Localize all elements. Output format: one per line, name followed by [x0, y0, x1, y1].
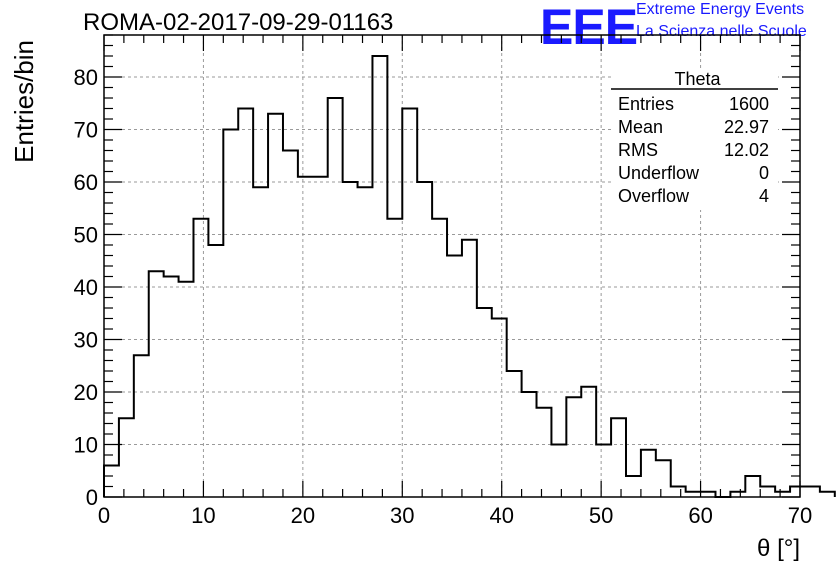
histogram-bin	[387, 219, 402, 497]
x-tick-label: 10	[191, 503, 215, 528]
histogram-bin	[253, 187, 268, 497]
eee-logo: EEE	[540, 0, 638, 55]
histogram-bin	[328, 98, 343, 497]
histogram-bin	[343, 182, 358, 497]
histogram-bin	[179, 282, 194, 497]
histogram-bin	[730, 492, 745, 497]
grid-layer	[104, 35, 800, 497]
histogram-bin	[507, 371, 522, 497]
histogram-bin	[417, 182, 432, 497]
histogram-bin	[119, 418, 134, 497]
histogram-bin	[566, 397, 581, 497]
stats-box-title: Theta	[674, 69, 721, 89]
y-tick-label: 10	[74, 433, 98, 458]
histogram-bin	[775, 492, 790, 497]
histogram-bin	[298, 177, 313, 497]
histogram-bin	[149, 271, 164, 497]
histogram-bin	[492, 319, 507, 498]
histogram-bin	[596, 445, 611, 498]
histogram-bin	[283, 151, 298, 498]
stats-label: Mean	[618, 117, 663, 137]
histogram-bin	[462, 240, 477, 497]
y-tick-label: 0	[86, 485, 98, 510]
stats-label: Underflow	[618, 163, 700, 183]
histogram-bin	[104, 466, 119, 498]
histogram-bin	[551, 445, 566, 498]
histogram-bin	[820, 492, 835, 497]
chart-title: ROMA-02-2017-09-29-01163	[83, 9, 394, 36]
histogram-bin	[641, 450, 656, 497]
stats-value: 22.97	[724, 117, 769, 137]
y-tick-label: 40	[74, 275, 98, 300]
histogram-bin	[656, 460, 671, 497]
stats-value: 4	[759, 186, 769, 206]
y-tick-label: 80	[74, 65, 98, 90]
logo-subtitle-1: Extreme Energy Events	[636, 1, 805, 18]
histogram-bin	[701, 492, 716, 497]
x-tick-label: 0	[98, 503, 110, 528]
histogram-bin	[522, 392, 537, 497]
histogram-bin	[790, 487, 805, 498]
stats-box-bg	[611, 70, 778, 210]
y-tick-label: 20	[74, 380, 98, 405]
x-tick-label: 20	[291, 503, 315, 528]
x-tick-label: 70	[788, 503, 812, 528]
x-tick-label: 30	[390, 503, 414, 528]
histogram-bin	[760, 487, 775, 498]
histogram-bin	[611, 418, 626, 497]
stats-label: RMS	[618, 140, 658, 160]
histogram-bin	[477, 308, 492, 497]
histogram-bin	[134, 355, 149, 497]
tick-layer	[103, 34, 801, 498]
histogram-bin	[745, 476, 760, 497]
histogram-bin	[313, 177, 328, 497]
stats-label: Entries	[618, 94, 674, 114]
histogram-bin	[805, 487, 820, 498]
stats-value: 12.02	[724, 140, 769, 160]
histogram-bin	[537, 408, 552, 497]
histogram-bin	[686, 492, 701, 497]
histogram-bin	[223, 130, 238, 498]
x-tick-label: 50	[589, 503, 613, 528]
histogram-bin	[372, 56, 387, 497]
histogram-bin	[581, 387, 596, 497]
y-axis-label: Entries/bin	[9, 40, 39, 163]
stats-label: Overflow	[618, 186, 690, 206]
histogram-bin	[268, 114, 283, 497]
histogram-bin	[432, 219, 447, 497]
x-tick-label: 60	[688, 503, 712, 528]
stats-value: 0	[759, 163, 769, 183]
histogram-bin	[193, 219, 208, 497]
stats-value: 1600	[729, 94, 769, 114]
x-tick-label: 40	[489, 503, 513, 528]
histogram-bin	[626, 476, 641, 497]
histogram-bin	[238, 109, 253, 498]
y-tick-label: 30	[74, 328, 98, 353]
y-tick-label: 60	[74, 170, 98, 195]
x-axis-label: θ [°]	[757, 535, 800, 562]
histogram-bin	[164, 277, 179, 498]
histogram-bin	[447, 256, 462, 498]
histogram-bin	[208, 245, 223, 497]
histogram-bin	[402, 109, 417, 498]
histogram-bin	[358, 187, 373, 497]
y-tick-label: 50	[74, 223, 98, 248]
histogram-layer	[103, 55, 836, 498]
y-tick-label: 70	[74, 118, 98, 143]
histogram-outline	[103, 55, 836, 498]
histogram-bin	[671, 487, 686, 498]
